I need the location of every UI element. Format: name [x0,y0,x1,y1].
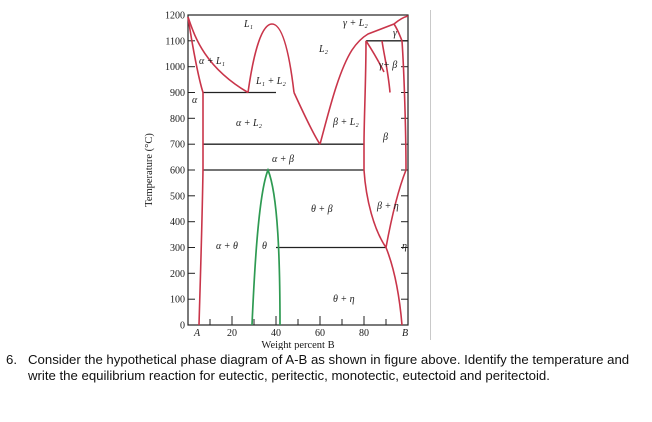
y-tick-label: 300 [170,243,185,254]
phase-label: L₁ [243,19,253,30]
phase-label: α + L₁ [199,56,225,67]
y-tick-label: 400 [170,217,185,228]
y-tick-label: 1100 [165,36,185,47]
phase-label: β + η [376,201,399,212]
figure-divider [430,10,431,340]
y-tick-labels: 1200 1100 1000 900 800 700 600 500 400 3… [165,11,185,332]
phase-label: θ [262,241,267,252]
x-tick-labels: A 20 40 60 80 B [193,328,408,339]
gamma-liquidus [393,15,409,25]
question-block: 6. Consider the hypothetical phase diagr… [6,352,646,384]
phase-label: β + L₂ [332,117,359,128]
eta-boundary-top [385,169,407,248]
x-axis-title: Weight percent B [261,340,334,350]
phase-boundaries [187,15,409,326]
phase-label: β [382,132,388,143]
x-tick-label: B [402,328,408,339]
phase-diagram: 1200 1100 1000 900 800 700 600 500 400 3… [144,11,409,350]
phase-labels: L₁ L₂ γ + L₂ γ α + L₁ L₁ + L₂ γ+ β α α +… [192,18,407,305]
phase-label: α [192,95,198,106]
phase-label: γ + L₂ [343,18,368,29]
phase-label: η [402,241,407,252]
phase-label: L₂ [318,44,329,55]
phase-label: α + θ [216,241,238,252]
y-tick-label: 1200 [165,11,185,22]
y-tick-label: 1000 [165,62,185,73]
eta-boundary-right [385,247,403,326]
y-axis-title: Temperature (°C) [144,133,155,207]
x-tick-marks [209,316,387,325]
miscibility-dome [247,23,295,93]
phase-label: γ [393,28,398,39]
phase-label: θ + η [333,294,355,305]
phase-label: α + L₂ [236,118,263,129]
theta-boundary [251,167,281,326]
question-text: Consider the hypothetical phase diagram … [28,352,630,383]
x-tick-label: 20 [227,328,237,339]
x-tick-label: 80 [359,328,369,339]
alpha-solidus [187,16,204,326]
liquidus-l2-left [293,92,321,145]
x-tick-label: 40 [271,328,281,339]
gamma-right-edge [401,40,407,171]
question-number: 6. [6,352,17,367]
y-tick-label: 800 [170,114,185,125]
beta-boundary-right [381,40,391,93]
x-tick-label: 60 [315,328,325,339]
x-tick-label: A [193,328,201,339]
y-tick-label: 600 [170,166,185,177]
liquidus-l2-right [319,23,395,145]
phase-label: θ + β [311,204,333,215]
y-tick-label: 900 [170,88,185,99]
gamma-solidus [393,23,403,42]
phase-label: L₁ + L₂ [255,76,286,87]
phase-label: α + β [272,154,294,165]
isotherms [203,40,408,249]
y-tick-label: 100 [170,295,185,306]
beta-boundary-left [363,40,387,248]
y-tick-label: 700 [170,140,185,151]
y-tick-label: 500 [170,191,185,202]
liquidus-l1-left [187,16,249,94]
y-tick-label: 0 [180,321,185,332]
gamma-beta-boundary [365,40,385,73]
phase-label: γ+ β [379,60,397,71]
y-tick-label: 200 [170,269,185,280]
